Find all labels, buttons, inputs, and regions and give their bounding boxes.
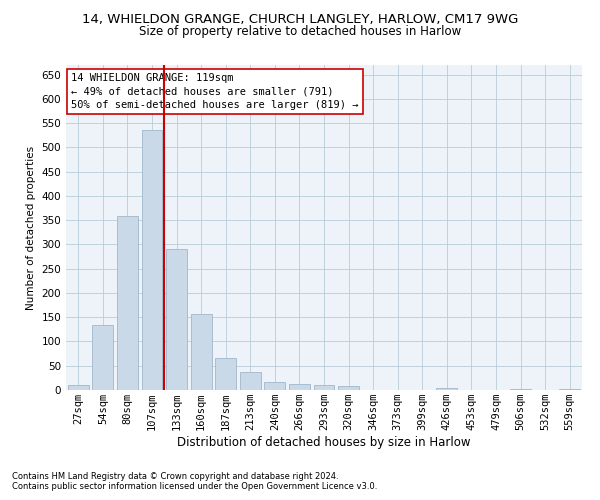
Bar — [559, 388, 580, 390]
Bar — [68, 385, 89, 390]
Bar — [215, 358, 236, 390]
Y-axis label: Number of detached properties: Number of detached properties — [26, 146, 36, 310]
Bar — [289, 384, 310, 390]
Bar — [436, 388, 457, 390]
Bar — [92, 324, 113, 390]
Bar — [240, 372, 261, 390]
Text: Contains HM Land Registry data © Crown copyright and database right 2024.: Contains HM Land Registry data © Crown c… — [12, 472, 338, 481]
Text: Contains public sector information licensed under the Open Government Licence v3: Contains public sector information licen… — [12, 482, 377, 491]
Bar — [117, 216, 138, 390]
Bar — [510, 388, 531, 390]
Bar — [265, 382, 286, 390]
Bar — [142, 130, 163, 390]
Text: Size of property relative to detached houses in Harlow: Size of property relative to detached ho… — [139, 25, 461, 38]
Bar — [338, 386, 359, 390]
Text: 14 WHIELDON GRANGE: 119sqm
← 49% of detached houses are smaller (791)
50% of sem: 14 WHIELDON GRANGE: 119sqm ← 49% of deta… — [71, 73, 359, 110]
Bar — [191, 314, 212, 390]
X-axis label: Distribution of detached houses by size in Harlow: Distribution of detached houses by size … — [177, 436, 471, 449]
Text: 14, WHIELDON GRANGE, CHURCH LANGLEY, HARLOW, CM17 9WG: 14, WHIELDON GRANGE, CHURCH LANGLEY, HAR… — [82, 12, 518, 26]
Bar — [166, 250, 187, 390]
Bar — [314, 385, 334, 390]
